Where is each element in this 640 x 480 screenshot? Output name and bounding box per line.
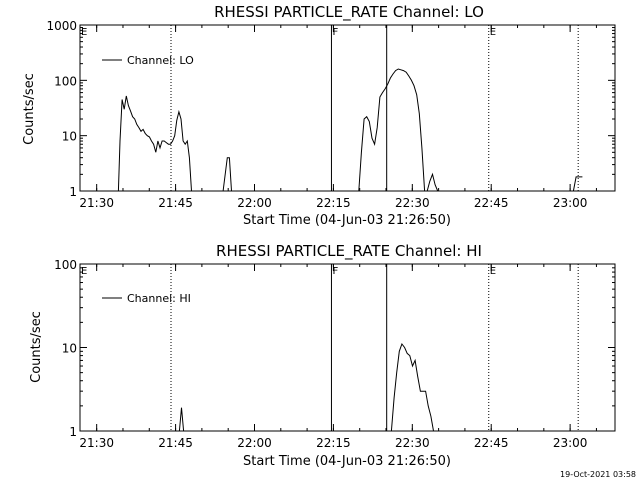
legend-label: Channel: LO [127, 54, 194, 67]
x-tick-label: 21:30 [79, 196, 114, 210]
legend: Channel: LO [102, 54, 194, 67]
x-tick-label: 23:00 [553, 436, 588, 450]
plot-frame [79, 263, 616, 432]
time-marker-label: E [490, 266, 496, 277]
chart-panel-hi: RHESSI PARTICLE_RATE Channel: HI Start T… [29, 242, 616, 469]
data-series-line [390, 342, 437, 432]
legend: Channel: HI [102, 292, 191, 305]
time-marker-label: E [490, 27, 496, 38]
data-series-line [572, 176, 583, 192]
y-tick-label: 10 [62, 342, 77, 356]
x-axis-label: Start Time (04-Jun-03 21:26:50) [243, 454, 451, 469]
x-tick-label: 21:45 [158, 196, 193, 210]
y-tick-label: 100 [54, 258, 77, 272]
x-tick-label: 22:00 [237, 436, 272, 450]
chart-title: RHESSI PARTICLE_RATE Channel: LO [214, 3, 484, 22]
chart-title: RHESSI PARTICLE_RATE Channel: HI [216, 242, 482, 261]
data-series-line [117, 95, 232, 192]
x-tick-label: 21:45 [158, 436, 193, 450]
x-tick-label: 22:15 [316, 436, 351, 450]
time-marker-label: F [332, 266, 338, 277]
data-series-line [178, 407, 185, 432]
y-axis-label: Counts/sec [29, 311, 44, 383]
x-tick-label: 22:15 [316, 196, 351, 210]
x-tick-label: 23:00 [553, 196, 588, 210]
x-tick-label: 22:30 [395, 436, 430, 450]
y-tick-label: 1000 [46, 19, 77, 33]
time-marker-label: F [332, 27, 338, 38]
y-axis-label: Counts/sec [22, 73, 37, 145]
edge-marker-label: E [81, 266, 87, 277]
y-tick-label: 100 [54, 74, 77, 88]
y-tick-label: 10 [62, 130, 77, 144]
x-tick-label: 22:45 [474, 436, 509, 450]
y-tick-label: 1 [69, 425, 77, 439]
x-tick-label: 22:45 [474, 196, 509, 210]
legend-label: Channel: HI [127, 292, 191, 305]
y-tick-label: 1 [69, 185, 77, 199]
plot-frame [79, 24, 616, 192]
generation-timestamp: 19-Oct-2021 03:58 [560, 470, 636, 479]
edge-marker-label: E [81, 27, 87, 38]
x-axis-label: Start Time (04-Jun-03 21:26:50) [243, 213, 451, 228]
chart-panel-lo: RHESSI PARTICLE_RATE Channel: LO Start T… [22, 3, 616, 228]
x-tick-label: 21:30 [79, 436, 114, 450]
x-tick-label: 22:30 [395, 196, 430, 210]
data-series-line [358, 68, 446, 192]
x-tick-label: 22:00 [237, 196, 272, 210]
